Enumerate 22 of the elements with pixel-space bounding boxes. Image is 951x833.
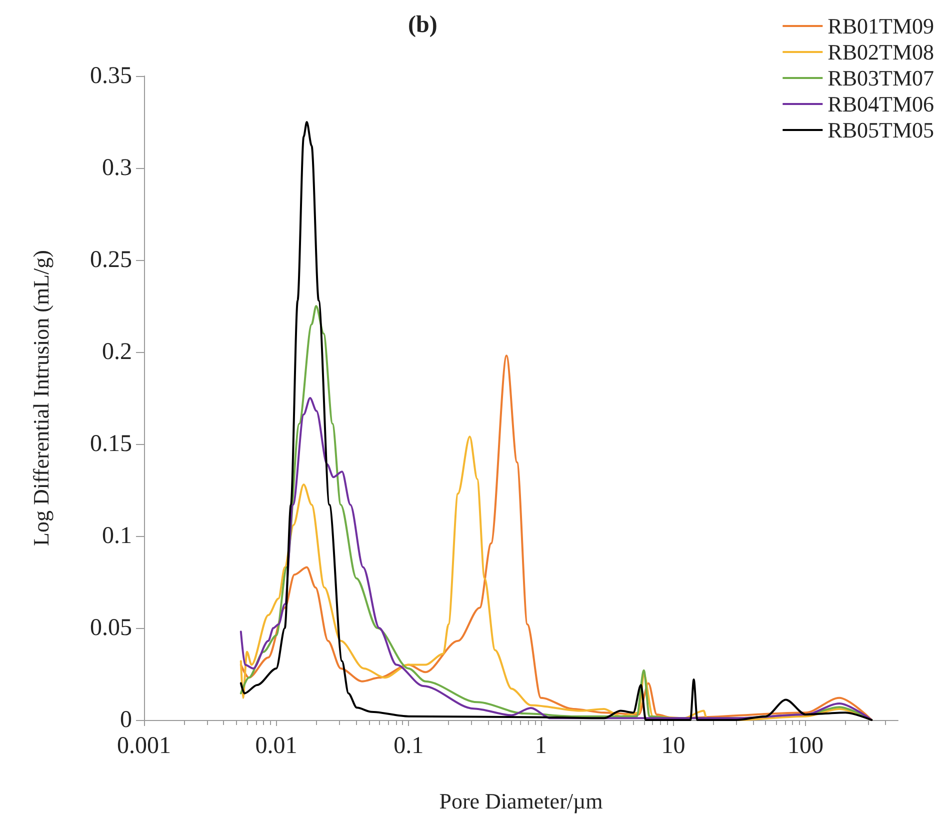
x-tick-label: 0.01 bbox=[255, 733, 298, 759]
y-tick-label: 0.15 bbox=[90, 431, 132, 457]
x-tick-label: 0.001 bbox=[117, 733, 171, 759]
legend-label: RB01TM09 bbox=[828, 14, 934, 38]
y-tick-label: 0.25 bbox=[90, 247, 132, 273]
chart-title: (b) bbox=[408, 12, 438, 38]
x-tick-label: 0.1 bbox=[394, 733, 424, 759]
legend-label: RB04TM06 bbox=[828, 92, 934, 116]
x-tick-label: 10 bbox=[661, 733, 686, 759]
y-tick-label: 0.3 bbox=[102, 155, 132, 181]
y-tick-label: 0.1 bbox=[102, 523, 132, 549]
x-tick-label: 100 bbox=[788, 733, 824, 759]
legend-label: RB03TM07 bbox=[828, 66, 934, 90]
legend-label: RB02TM08 bbox=[828, 40, 934, 64]
y-tick-label: 0.2 bbox=[102, 339, 132, 365]
x-axis-title: Pore Diameter/µm bbox=[439, 788, 603, 814]
y-tick-label: 0.35 bbox=[90, 63, 132, 89]
x-tick-label: 1 bbox=[534, 733, 547, 759]
legend-label: RB05TM05 bbox=[828, 118, 934, 142]
y-tick-label: 0.05 bbox=[90, 615, 132, 641]
y-axis-title: Log Differential Intrusion (mL/g) bbox=[28, 250, 54, 546]
y-tick-label: 0 bbox=[120, 707, 132, 733]
